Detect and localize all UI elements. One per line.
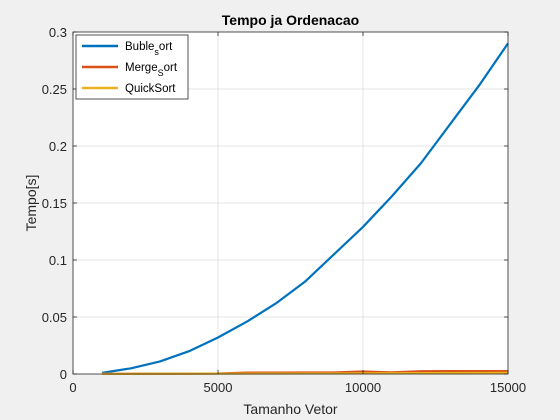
legend[interactable]: Bublesort MergeSort QuickSort [75,34,189,100]
x-tick-label: 10000 [345,380,381,395]
x-tick-label: 5000 [204,380,233,395]
legend-label-merge: MergeSort [125,62,178,78]
grid-lines [73,32,508,374]
legend-label-buble: Bublesort [125,41,173,57]
y-tick-label: 0.05 [42,310,67,325]
x-axis-label: Tamanho Vetor [243,401,338,417]
y-tick-label: 0.2 [49,139,67,154]
y-axis-label: Tempo[s] [23,175,39,232]
y-tick-label: 0 [60,367,67,382]
series-line-buble [101,42,509,374]
y-tick-label: 0.25 [42,82,67,97]
y-tick-label: 0.15 [42,196,67,211]
y-tick-label: 0.1 [49,253,67,268]
legend-label-quicksort: QuickSort [125,83,176,95]
x-tick-label: 0 [69,380,76,395]
axis-ticks: 0 5000 10000 15000 0 0.05 0.1 0.15 0.2 0.25 0.3 [42,25,526,395]
y-tick-label: 0.3 [49,25,67,40]
x-tick-label: 15000 [490,380,526,395]
chart-title: Tempo ja Ordenacao [222,12,359,28]
